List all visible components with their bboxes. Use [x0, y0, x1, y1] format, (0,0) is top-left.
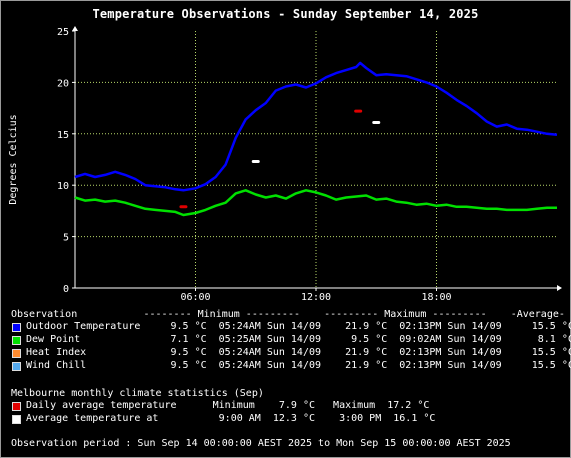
- y-tick-label: 25: [57, 27, 69, 38]
- legend-swatch: [12, 323, 21, 332]
- y-tick-label: 5: [63, 233, 69, 244]
- climate-row: Average temperature at 9:00 AM 12.3 °C 3…: [26, 413, 436, 424]
- y-axis-arrow: [72, 26, 78, 31]
- x-tick-label: 06:00: [180, 292, 210, 300]
- climate-marker: [372, 120, 381, 124]
- chart-title: Temperature Observations - Sunday Septem…: [92, 7, 479, 21]
- y-tick-label: 20: [57, 78, 69, 89]
- x-tick-label: 18:00: [421, 292, 451, 300]
- climate-swatch: [12, 402, 21, 411]
- climate-marker: [251, 160, 260, 164]
- climate-swatch: [12, 415, 21, 424]
- climate-header: Melbourne monthly climate statistics (Se…: [11, 388, 264, 399]
- legend-swatch: [12, 349, 21, 358]
- x-tick-label: 12:00: [301, 292, 331, 300]
- series-line-outdoor-temperature: [74, 61, 558, 192]
- chart-plot: 0 5 10 15 20 25 06:00 12:00 18:00 Degrees Celcius: [8, 26, 562, 300]
- series-line-dew-point: [74, 189, 557, 217]
- climate-marker: [354, 109, 363, 113]
- observation-period: Observation period : Sun Sep 14 00:00:00…: [11, 438, 511, 449]
- legend-header: Observation -------- Minimum --------- -…: [11, 309, 565, 320]
- legend-row: Wind Chill 9.5 °C 05:24AM Sun 14/09 21.9…: [26, 360, 571, 371]
- y-tick-label: 10: [57, 181, 69, 192]
- climate-row: Daily average temperature Minimum 7.9 °C…: [26, 400, 430, 411]
- legend-row: Outdoor Temperature 9.5 °C 05:24AM Sun 1…: [26, 321, 571, 332]
- y-tick-label: 15: [57, 130, 69, 141]
- legend-swatch: [12, 336, 21, 345]
- climate-marker: [179, 205, 188, 209]
- y-tick-label: 0: [63, 284, 69, 295]
- legend-row: Heat Index 9.5 °C 05:24AM Sun 14/09 21.9…: [26, 347, 571, 358]
- y-axis-label: Degrees Celcius: [8, 114, 19, 204]
- legend-row: Dew Point 7.1 °C 05:25AM Sun 14/09 9.5 °…: [26, 334, 571, 345]
- x-axis-arrow: [557, 285, 562, 291]
- legend-swatch: [12, 362, 21, 371]
